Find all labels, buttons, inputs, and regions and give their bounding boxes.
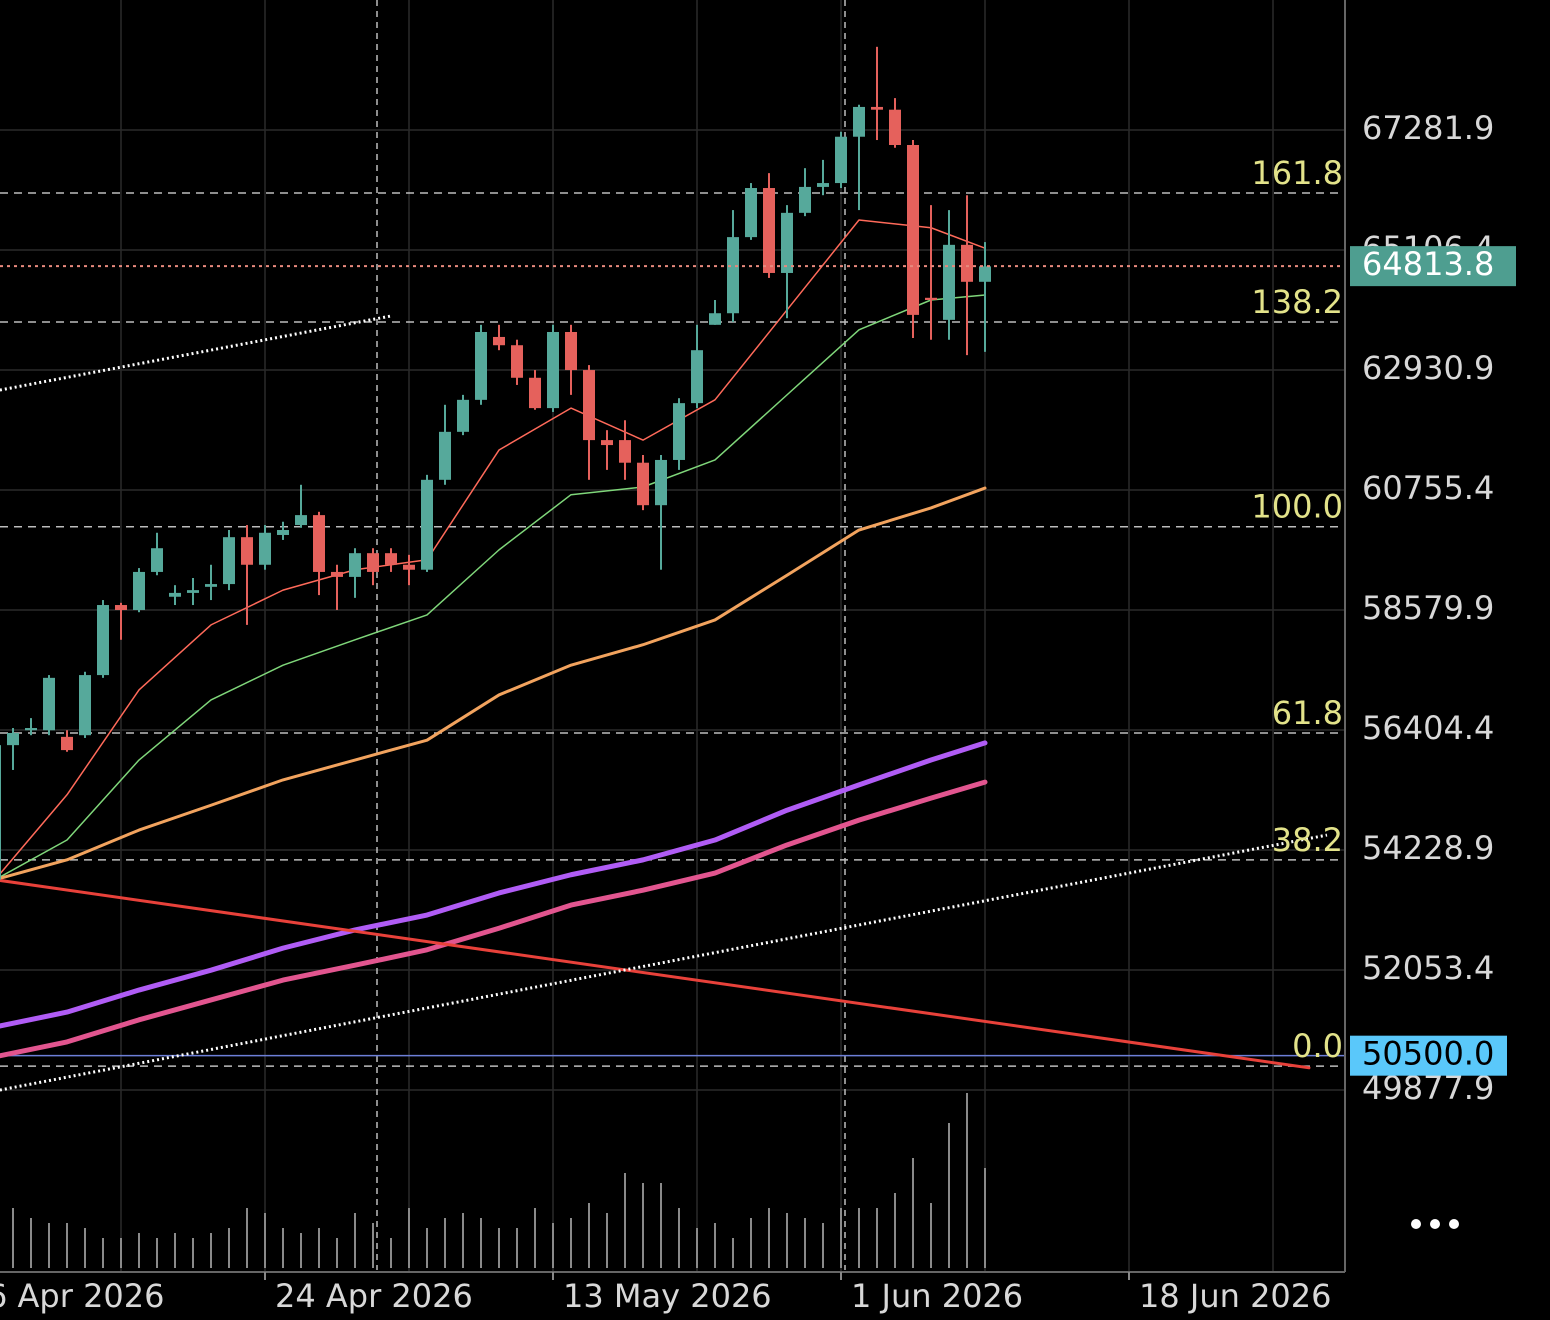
y-tick-label: 52053.4 [1362, 949, 1494, 987]
candle-body [169, 592, 181, 597]
candle-body [907, 144, 919, 315]
overlay-line [0, 779, 988, 1059]
candle-body [763, 188, 775, 273]
overlay-line [0, 486, 987, 880]
candle-body [115, 605, 127, 610]
candle-body [961, 244, 973, 282]
fib-label: 161.8 [1251, 154, 1343, 192]
axis-labels: 49877.952053.454228.956404.458579.960755… [0, 109, 1516, 1315]
menu-dot[interactable] [1411, 1219, 1421, 1229]
candle-body [61, 736, 73, 751]
fib-label: 138.2 [1251, 283, 1343, 321]
overlay-line [0, 878, 1311, 1070]
alert-label: 50500.0 [1362, 1035, 1494, 1073]
candle-body [367, 553, 379, 572]
fib-label: 38.2 [1272, 821, 1343, 859]
menu-dot[interactable] [1449, 1219, 1459, 1229]
y-tick-label: 56404.4 [1362, 709, 1494, 747]
candle-body [691, 350, 703, 404]
candle-body [7, 732, 19, 746]
candle-body [493, 336, 505, 346]
candle-body [655, 459, 667, 506]
x-tick-label: 13 May 2026 [563, 1277, 772, 1315]
x-tick-label: 1 Jun 2026 [851, 1277, 1023, 1315]
plot-area [0, 0, 1345, 1270]
y-tick-label: 60755.4 [1362, 469, 1494, 507]
candle-body [151, 548, 163, 572]
candle-body [673, 403, 685, 460]
candle-body [421, 479, 433, 570]
candle-body [475, 331, 487, 400]
candle-body [583, 370, 595, 441]
x-tick-label: 6 Apr 2026 [0, 1277, 165, 1315]
candle-body [439, 431, 451, 480]
candle-body [925, 297, 937, 300]
candle-body [619, 440, 631, 463]
candle-body [727, 237, 739, 314]
candle-body [79, 675, 91, 736]
candle-body [745, 188, 757, 238]
y-tick-label: 62930.9 [1362, 349, 1494, 387]
candle-body [0, 745, 1, 880]
last-price-label: 64813.8 [1362, 245, 1494, 283]
y-tick-label: 58579.9 [1362, 589, 1494, 627]
candle-body [565, 331, 577, 371]
y-tick-label: 67281.9 [1362, 109, 1494, 147]
candle-body [295, 515, 307, 526]
candle-body [97, 605, 109, 676]
candle-body [781, 212, 793, 273]
candle-body [43, 677, 55, 731]
candle-body [601, 440, 613, 446]
candle-body [25, 728, 37, 731]
candle-body [187, 590, 199, 593]
candle-body [385, 553, 397, 565]
candle-body [133, 571, 145, 610]
candle-body [511, 345, 523, 378]
candle-body [943, 244, 955, 320]
candle-body [457, 399, 469, 432]
more-menu[interactable] [1411, 1219, 1459, 1229]
candle-body [799, 186, 811, 213]
candle-body [349, 553, 361, 577]
candle-body [223, 537, 235, 585]
overlay-line [0, 314, 392, 392]
candle-body [835, 136, 847, 184]
alert-badge [1350, 1035, 1507, 1076]
candle-body [979, 266, 991, 282]
candle-body [205, 584, 217, 587]
candle-body [313, 515, 325, 572]
candle-body [817, 183, 829, 187]
last-price-badge [1350, 246, 1516, 287]
candle-body [331, 571, 343, 577]
x-tick-label: 24 Apr 2026 [275, 1277, 473, 1315]
candle-body [259, 532, 271, 565]
overlay-line [0, 219, 986, 875]
candle-body [403, 564, 415, 570]
candle-body [853, 106, 865, 137]
y-tick-label: 54228.9 [1362, 829, 1494, 867]
candle-body [547, 331, 559, 409]
candle-body [241, 537, 253, 565]
overlay-line [0, 833, 1328, 1092]
overlay-line [0, 740, 988, 1029]
fib-label: 61.8 [1272, 694, 1343, 732]
candle-body [529, 377, 541, 409]
candle-body [889, 109, 901, 145]
x-tick-label: 18 Jun 2026 [1139, 1277, 1332, 1315]
menu-dot[interactable] [1430, 1219, 1440, 1229]
grid [0, 0, 1345, 1272]
fib-label: 100.0 [1251, 488, 1343, 526]
candle-body [637, 462, 649, 506]
candle-body [709, 313, 721, 325]
candle-body [871, 106, 883, 110]
candle-body [277, 530, 289, 535]
overlay-line [0, 294, 986, 878]
fib-label: 0.0 [1292, 1027, 1343, 1065]
